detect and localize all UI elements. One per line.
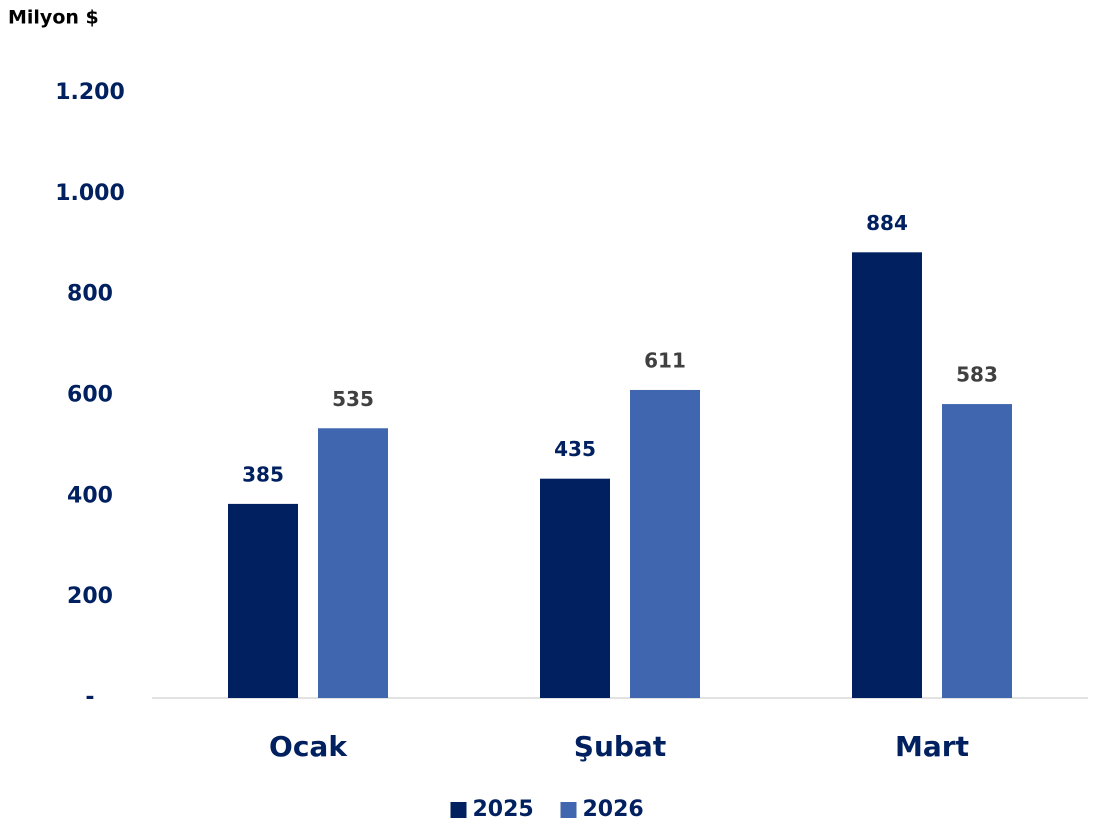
y-axis-label: Milyon $ bbox=[8, 7, 99, 29]
data-label: 435 bbox=[554, 437, 596, 461]
data-label: 583 bbox=[956, 363, 998, 387]
bar bbox=[630, 389, 700, 698]
x-tick-label: Ocak bbox=[269, 730, 348, 763]
data-label: 385 bbox=[242, 462, 284, 486]
y-tick-label: - bbox=[85, 685, 94, 710]
y-tick-label: 1.000 bbox=[55, 181, 125, 206]
y-tick-label: 800 bbox=[67, 282, 113, 307]
y-tick-label: 600 bbox=[67, 383, 113, 408]
bar bbox=[228, 503, 298, 698]
y-tick-label: 1.200 bbox=[55, 80, 125, 105]
y-tick-label: 200 bbox=[67, 584, 113, 609]
x-tick-label: Mart bbox=[895, 730, 969, 763]
data-label: 611 bbox=[644, 348, 686, 372]
y-tick-label: 400 bbox=[67, 483, 113, 508]
data-label: 884 bbox=[866, 211, 908, 235]
x-tick-label: Şubat bbox=[574, 730, 666, 763]
legend-swatch bbox=[560, 802, 577, 818]
legend-label: 2026 bbox=[583, 797, 644, 822]
bar bbox=[852, 252, 922, 699]
bar bbox=[318, 428, 388, 698]
data-label: 535 bbox=[332, 387, 374, 411]
legend-swatch bbox=[450, 802, 467, 818]
bar bbox=[540, 478, 610, 698]
legend-label: 2025 bbox=[473, 797, 534, 822]
bar bbox=[942, 404, 1012, 698]
